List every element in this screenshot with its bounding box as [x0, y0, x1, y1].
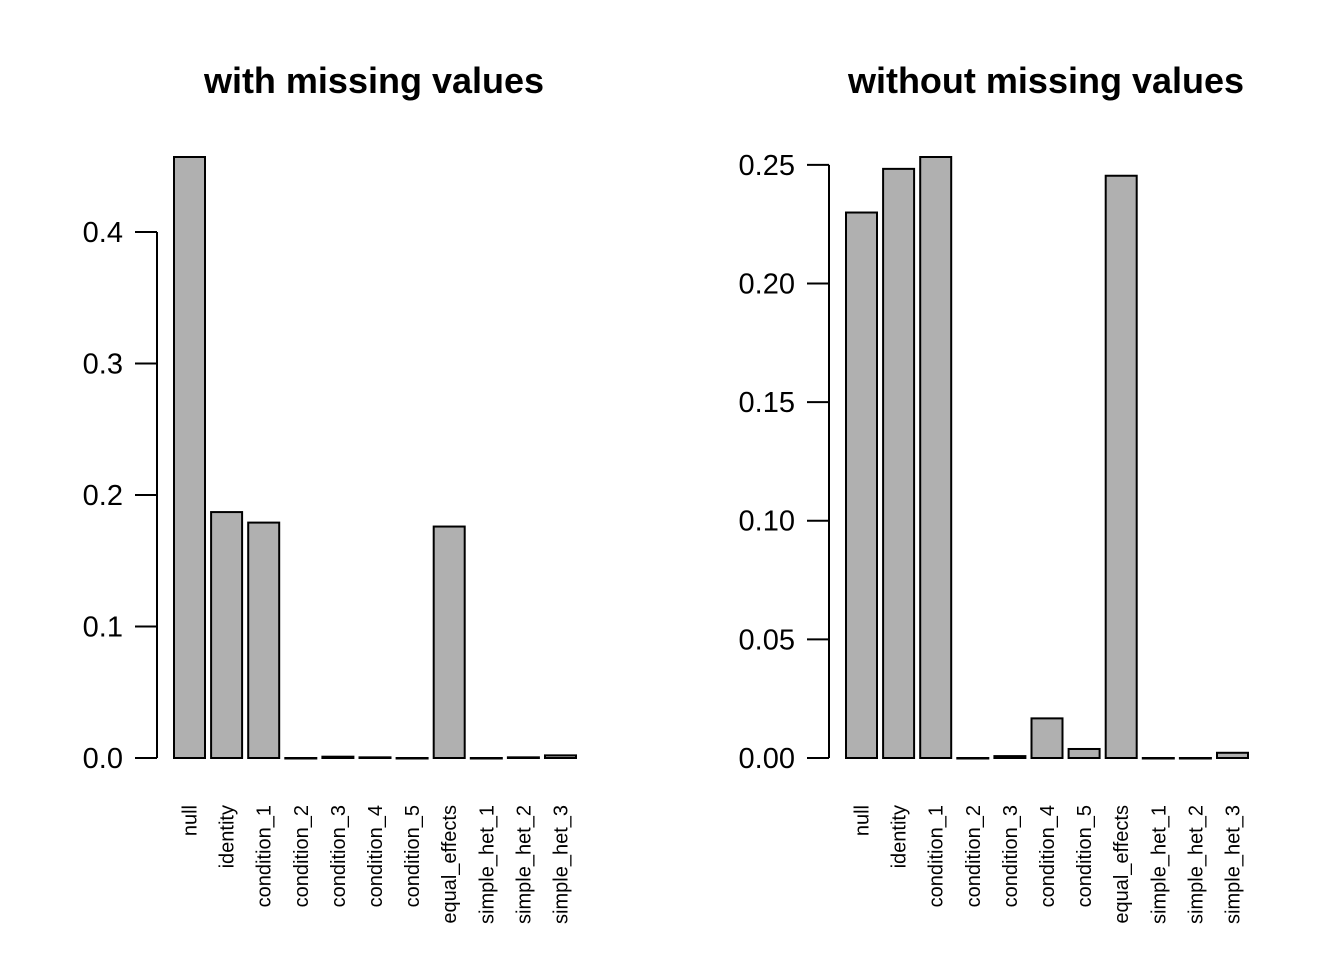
- bar: [284, 757, 318, 760]
- x-tick-label: simple_het_1: [476, 805, 498, 924]
- bar: [1067, 747, 1101, 760]
- x-tick-label: condition_1: [254, 805, 276, 907]
- x-tick-label: identity: [889, 805, 911, 868]
- x-tick-label: simple_het_2: [1185, 805, 1207, 924]
- bar: [993, 755, 1027, 760]
- x-tick-label: condition_4: [1037, 805, 1059, 907]
- bar: [432, 525, 466, 759]
- bar: [1178, 757, 1212, 760]
- bar: [247, 521, 281, 759]
- x-tick-label: simple_het_1: [1148, 805, 1170, 924]
- bar: [395, 757, 429, 760]
- x-tick-label: condition_5: [402, 805, 424, 907]
- y-tick-label: 0.10: [739, 506, 795, 538]
- bar: [845, 211, 878, 759]
- bar: [544, 754, 577, 760]
- bar: [1104, 174, 1138, 759]
- x-tick-label: identity: [217, 805, 239, 868]
- x-tick-label: condition_5: [1074, 805, 1096, 907]
- x-tick-label: condition_2: [963, 805, 985, 907]
- bar: [1216, 751, 1249, 759]
- y-tick-label: 0.3: [83, 348, 123, 380]
- y-tick-label: 0.15: [739, 387, 795, 419]
- x-tick-label: simple_het_3: [1223, 805, 1245, 924]
- x-tick-label: simple_het_3: [551, 805, 573, 924]
- x-tick-label: condition_4: [365, 805, 387, 907]
- y-tick-label: 0.25: [739, 150, 795, 182]
- bar: [956, 757, 990, 760]
- bar: [173, 156, 206, 759]
- bar: [882, 167, 916, 759]
- y-tick-label: 0.0: [83, 743, 123, 775]
- chart-title: with missing values: [203, 60, 544, 101]
- x-tick-label: condition_1: [926, 805, 948, 907]
- bar: [506, 756, 540, 760]
- bar: [919, 156, 953, 759]
- bar: [358, 756, 392, 760]
- panel-without-missing: without missing values 0.00 0.05 0.10 0.15 0…: [739, 60, 1249, 924]
- x-tick-label: condition_3: [1000, 805, 1022, 907]
- panel-with-missing: with missing values 0.0 0.1 0.2 0.3 0.4 null i…: [83, 60, 577, 924]
- x-tick-label: null: [852, 805, 874, 836]
- bar: [321, 755, 355, 759]
- x-tick-label: condition_2: [291, 805, 313, 907]
- y-tick-label: 0.2: [83, 480, 123, 512]
- y-tick-label: 0.1: [83, 611, 123, 643]
- x-tick-label: condition_3: [328, 805, 350, 907]
- y-tick-label: 0.4: [83, 217, 123, 249]
- x-tick-label: simple_het_2: [513, 805, 535, 924]
- x-tick-label: equal_effects: [439, 805, 461, 924]
- y-tick-label: 0.20: [739, 268, 795, 300]
- bar: [469, 757, 503, 760]
- y-tick-label: 0.00: [739, 743, 795, 775]
- bar: [210, 511, 244, 760]
- x-tick-label: equal_effects: [1111, 805, 1133, 924]
- y-tick-label: 0.05: [739, 624, 795, 656]
- bar: [1141, 757, 1175, 760]
- bar: [1030, 717, 1064, 759]
- x-tick-label: null: [180, 805, 202, 836]
- chart-title: without missing values: [847, 60, 1244, 101]
